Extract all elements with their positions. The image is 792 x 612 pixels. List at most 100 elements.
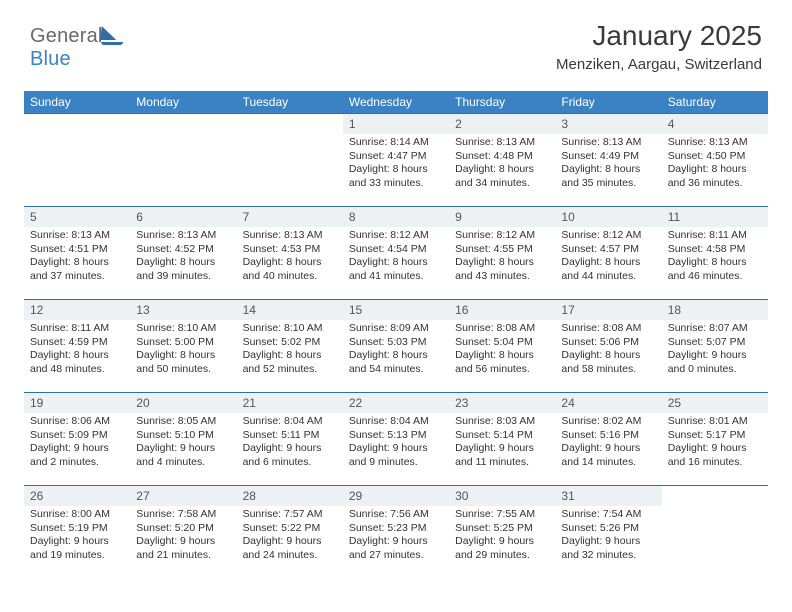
sunrise-line: Sunrise: 8:01 AM [668, 415, 762, 429]
day-number: 29 [343, 486, 449, 506]
daylight-line-1: Daylight: 9 hours [30, 535, 124, 549]
sunset-line: Sunset: 4:59 PM [30, 336, 124, 350]
daylight-line-2: and 0 minutes. [668, 363, 762, 377]
day-cell: Sunrise: 8:13 AMSunset: 4:49 PMDaylight:… [555, 134, 661, 190]
sunset-line: Sunset: 5:25 PM [455, 522, 549, 536]
sunrise-line: Sunrise: 8:05 AM [136, 415, 230, 429]
sunrise-line: Sunrise: 8:06 AM [30, 415, 124, 429]
day-number: 15 [343, 300, 449, 320]
sunrise-line: Sunrise: 8:03 AM [455, 415, 549, 429]
sunset-line: Sunset: 4:54 PM [349, 243, 443, 257]
sunset-line: Sunset: 5:26 PM [561, 522, 655, 536]
sunrise-line: Sunrise: 8:11 AM [668, 229, 762, 243]
daylight-line-2: and 44 minutes. [561, 270, 655, 284]
daylight-line-1: Daylight: 8 hours [668, 256, 762, 270]
day-number: 24 [555, 393, 661, 413]
day-cell: Sunrise: 8:13 AMSunset: 4:53 PMDaylight:… [237, 227, 343, 283]
sunrise-line: Sunrise: 8:04 AM [349, 415, 443, 429]
sunset-line: Sunset: 4:57 PM [561, 243, 655, 257]
day-number: 22 [343, 393, 449, 413]
daylight-line-2: and 48 minutes. [30, 363, 124, 377]
daylight-line-2: and 43 minutes. [455, 270, 549, 284]
day-cell: Sunrise: 8:05 AMSunset: 5:10 PMDaylight:… [130, 413, 236, 469]
daylight-line-1: Daylight: 9 hours [668, 349, 762, 363]
daylight-line-2: and 33 minutes. [349, 177, 443, 191]
daylight-line-2: and 14 minutes. [561, 456, 655, 470]
page-subtitle: Menziken, Aargau, Switzerland [24, 56, 762, 73]
sunset-line: Sunset: 4:58 PM [668, 243, 762, 257]
day-number: 10 [555, 207, 661, 227]
daylight-line-2: and 50 minutes. [136, 363, 230, 377]
sunrise-line: Sunrise: 7:57 AM [243, 508, 337, 522]
day-number: 12 [24, 300, 130, 320]
sunrise-line: Sunrise: 8:02 AM [561, 415, 655, 429]
sunrise-line: Sunrise: 8:08 AM [455, 322, 549, 336]
day-cell: Sunrise: 8:12 AMSunset: 4:57 PMDaylight:… [555, 227, 661, 283]
sunrise-line: Sunrise: 8:11 AM [30, 322, 124, 336]
sunrise-line: Sunrise: 7:55 AM [455, 508, 549, 522]
daylight-line-2: and 11 minutes. [455, 456, 549, 470]
logo-text-a: General [30, 25, 103, 47]
sunset-line: Sunset: 5:22 PM [243, 522, 337, 536]
daylight-line-2: and 32 minutes. [561, 549, 655, 563]
sunrise-line: Sunrise: 8:13 AM [561, 136, 655, 150]
day-cell: Sunrise: 8:12 AMSunset: 4:54 PMDaylight:… [343, 227, 449, 283]
day-number: 9 [449, 207, 555, 227]
day-number: 3 [555, 114, 661, 134]
day-cell: Sunrise: 7:56 AMSunset: 5:23 PMDaylight:… [343, 506, 449, 562]
daylight-line-1: Daylight: 8 hours [668, 163, 762, 177]
daylight-line-1: Daylight: 9 hours [668, 442, 762, 456]
calendar-page: General Blue January 2025 Menziken, Aarg… [0, 0, 792, 612]
daylight-line-1: Daylight: 9 hours [243, 442, 337, 456]
day-cell: Sunrise: 8:01 AMSunset: 5:17 PMDaylight:… [662, 413, 768, 469]
title-block: January 2025 Menziken, Aargau, Switzerla… [24, 18, 768, 73]
sunrise-line: Sunrise: 8:12 AM [561, 229, 655, 243]
daylight-line-2: and 40 minutes. [243, 270, 337, 284]
sail-icon [101, 24, 123, 42]
day-number: 16 [449, 300, 555, 320]
daylight-line-2: and 27 minutes. [349, 549, 443, 563]
daylight-line-1: Daylight: 8 hours [243, 256, 337, 270]
day-number: 7 [237, 207, 343, 227]
daylight-line-2: and 21 minutes. [136, 549, 230, 563]
day-cell: Sunrise: 8:09 AMSunset: 5:03 PMDaylight:… [343, 320, 449, 376]
daylight-line-1: Daylight: 8 hours [455, 256, 549, 270]
sunset-line: Sunset: 5:04 PM [455, 336, 549, 350]
day-cell: Sunrise: 8:14 AMSunset: 4:47 PMDaylight:… [343, 134, 449, 190]
day-cell: Sunrise: 8:13 AMSunset: 4:51 PMDaylight:… [24, 227, 130, 283]
sunset-line: Sunset: 5:16 PM [561, 429, 655, 443]
daylight-line-2: and 37 minutes. [30, 270, 124, 284]
day-number: 2 [449, 114, 555, 134]
day-cell: Sunrise: 7:54 AMSunset: 5:26 PMDaylight:… [555, 506, 661, 562]
sunset-line: Sunset: 4:49 PM [561, 150, 655, 164]
day-cell: Sunrise: 7:58 AMSunset: 5:20 PMDaylight:… [130, 506, 236, 562]
daylight-line-2: and 41 minutes. [349, 270, 443, 284]
day-number: 20 [130, 393, 236, 413]
daylight-line-2: and 2 minutes. [30, 456, 124, 470]
sunrise-line: Sunrise: 7:54 AM [561, 508, 655, 522]
day-cell: Sunrise: 8:11 AMSunset: 4:58 PMDaylight:… [662, 227, 768, 283]
sunrise-line: Sunrise: 8:14 AM [349, 136, 443, 150]
sunset-line: Sunset: 5:02 PM [243, 336, 337, 350]
day-number: 25 [662, 393, 768, 413]
sunrise-line: Sunrise: 8:13 AM [136, 229, 230, 243]
daylight-line-1: Daylight: 9 hours [243, 535, 337, 549]
day-cell: Sunrise: 8:04 AMSunset: 5:13 PMDaylight:… [343, 413, 449, 469]
logo-text-b: Blue [30, 48, 71, 70]
sunset-line: Sunset: 4:48 PM [455, 150, 549, 164]
day-cell: Sunrise: 8:08 AMSunset: 5:04 PMDaylight:… [449, 320, 555, 376]
day-number: 19 [24, 393, 130, 413]
day-cell: Sunrise: 8:13 AMSunset: 4:48 PMDaylight:… [449, 134, 555, 190]
weekday-header-cell: Thursday [449, 91, 555, 114]
sunrise-line: Sunrise: 8:10 AM [136, 322, 230, 336]
day-cell: Sunrise: 8:10 AMSunset: 5:02 PMDaylight:… [237, 320, 343, 376]
calendar-body: 12 34 Sunrise: 8:14 AMSunset: 4:47 PMDayli… [24, 114, 768, 581]
daylight-line-2: and 54 minutes. [349, 363, 443, 377]
sunrise-line: Sunrise: 8:13 AM [30, 229, 124, 243]
sunrise-line: Sunrise: 8:00 AM [30, 508, 124, 522]
day-number: 4 [662, 114, 768, 134]
daylight-line-1: Daylight: 8 hours [349, 256, 443, 270]
brand-logo: General Blue [30, 24, 123, 71]
day-cell: Sunrise: 8:06 AMSunset: 5:09 PMDaylight:… [24, 413, 130, 469]
weekday-header-cell: Friday [555, 91, 661, 114]
